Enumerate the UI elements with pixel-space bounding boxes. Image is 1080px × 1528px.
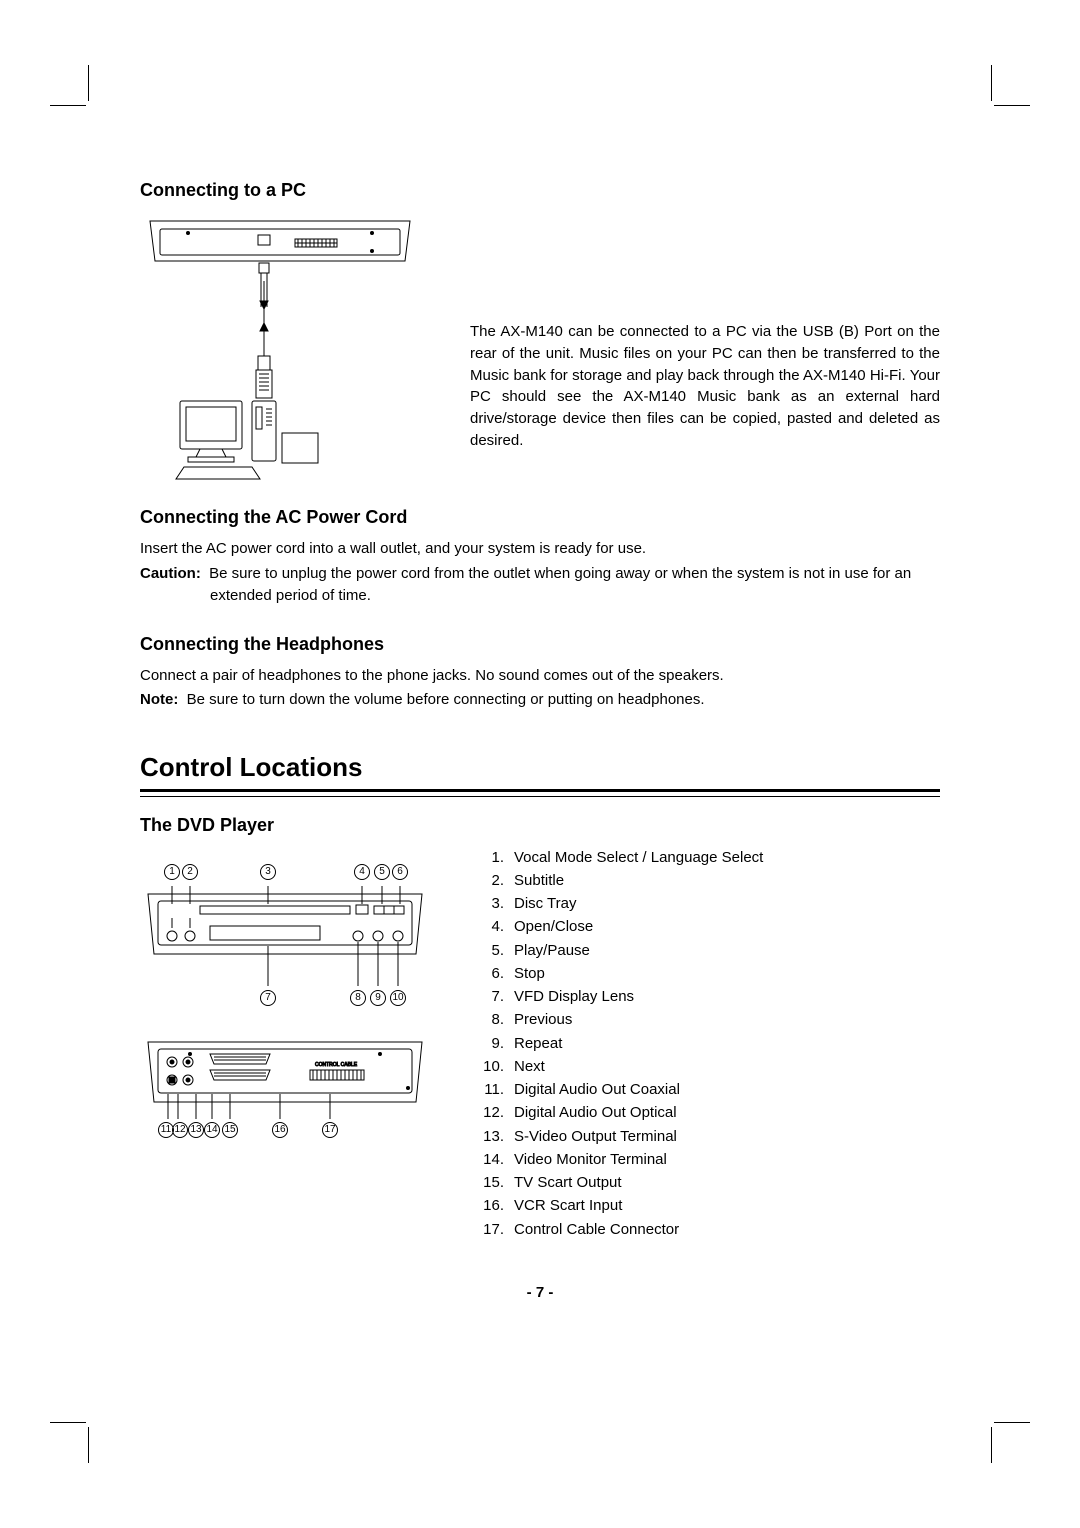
dvd-control-list: 1.Vocal Mode Select / Language Select2.S… [480, 846, 940, 1241]
control-item-text: VFD Display Lens [514, 985, 940, 1008]
control-item-number: 5. [480, 939, 514, 962]
control-item: 3.Disc Tray [480, 892, 940, 915]
control-item-text: Repeat [514, 1032, 940, 1055]
control-item: 11.Digital Audio Out Coaxial [480, 1078, 940, 1101]
control-item: 7.VFD Display Lens [480, 985, 940, 1008]
control-item-number: 2. [480, 869, 514, 892]
control-item-number: 16. [480, 1194, 514, 1217]
control-item-number: 1. [480, 846, 514, 869]
control-item-number: 15. [480, 1171, 514, 1194]
control-item-text: Control Cable Connector [514, 1218, 940, 1241]
control-item-number: 17. [480, 1218, 514, 1241]
control-item: 10.Next [480, 1055, 940, 1078]
page-content: Connecting to a PC [140, 180, 940, 1241]
control-item: 12.Digital Audio Out Optical [480, 1101, 940, 1124]
control-item: 8.Previous [480, 1008, 940, 1031]
control-item-text: Stop [514, 962, 940, 985]
control-item-text: Digital Audio Out Optical [514, 1101, 940, 1124]
control-item-number: 7. [480, 985, 514, 1008]
callout-10: 10 [390, 990, 406, 1006]
heading-headphones: Connecting the Headphones [140, 634, 940, 655]
callout-12: 12 [172, 1122, 188, 1138]
control-item-text: Subtitle [514, 869, 940, 892]
rule-thick [140, 789, 940, 792]
dvd-front-diagram: 1 2 3 4 5 6 7 8 9 10 [140, 846, 430, 1016]
control-item-number: 10. [480, 1055, 514, 1078]
control-item: 14.Video Monitor Terminal [480, 1148, 940, 1171]
control-item: 5.Play/Pause [480, 939, 940, 962]
heading-connecting-pc: Connecting to a PC [140, 180, 940, 201]
page-number: - 7 - [140, 1284, 940, 1301]
control-item-text: Previous [514, 1008, 940, 1031]
control-item-number: 8. [480, 1008, 514, 1031]
note-label: Note: [140, 691, 178, 708]
callout-9: 9 [370, 990, 386, 1006]
control-item: 1.Vocal Mode Select / Language Select [480, 846, 940, 869]
heading-control-locations: Control Locations [140, 752, 940, 783]
caution-text: Be sure to unplug the power cord from th… [209, 565, 911, 605]
heading-ac-power: Connecting the AC Power Cord [140, 507, 940, 528]
control-item-text: Digital Audio Out Coaxial [514, 1078, 940, 1101]
section-connecting-pc: Connecting to a PC [140, 180, 940, 481]
heading-dvd-player: The DVD Player [140, 815, 940, 836]
control-item-text: Disc Tray [514, 892, 940, 915]
control-item-number: 14. [480, 1148, 514, 1171]
control-item: 15.TV Scart Output [480, 1171, 940, 1194]
callout-17: 17 [322, 1122, 338, 1138]
callout-15: 15 [222, 1122, 238, 1138]
control-item-text: Next [514, 1055, 940, 1078]
callout-7: 7 [260, 990, 276, 1006]
control-item: 2.Subtitle [480, 869, 940, 892]
ac-caution: Caution: Be sure to unplug the power cor… [140, 563, 940, 608]
control-item-text: S-Video Output Terminal [514, 1125, 940, 1148]
control-item-text: Play/Pause [514, 939, 940, 962]
hp-note: Note: Be sure to turn down the volume be… [140, 689, 940, 712]
control-item-number: 13. [480, 1125, 514, 1148]
pc-paragraph: The AX-M140 can be connected to a PC via… [470, 211, 940, 481]
note-text: Be sure to turn down the volume before c… [187, 691, 705, 708]
control-item-number: 4. [480, 915, 514, 938]
svg-text:CONTROL CABLE: CONTROL CABLE [315, 1062, 358, 1068]
caution-label: Caution: [140, 565, 201, 582]
control-item-number: 12. [480, 1101, 514, 1124]
callout-6: 6 [392, 864, 408, 880]
control-item: 17.Control Cable Connector [480, 1218, 940, 1241]
callout-13: 13 [188, 1122, 204, 1138]
callout-4: 4 [354, 864, 370, 880]
callout-3: 3 [260, 864, 276, 880]
ac-line1: Insert the AC power cord into a wall out… [140, 538, 940, 561]
control-item-text: Vocal Mode Select / Language Select [514, 846, 940, 869]
control-item-number: 9. [480, 1032, 514, 1055]
control-item-text: TV Scart Output [514, 1171, 940, 1194]
callout-2: 2 [182, 864, 198, 880]
control-item-text: Open/Close [514, 915, 940, 938]
control-item: 16.VCR Scart Input [480, 1194, 940, 1217]
control-item-number: 11. [480, 1078, 514, 1101]
callout-1: 1 [164, 864, 180, 880]
dvd-rear-diagram: CONTROL CABLE 11 12 13 14 1 [140, 1034, 430, 1154]
control-item-text: Video Monitor Terminal [514, 1148, 940, 1171]
hp-line1: Connect a pair of headphones to the phon… [140, 665, 940, 688]
control-item: 6.Stop [480, 962, 940, 985]
pc-connection-diagram [140, 211, 440, 481]
callout-14: 14 [204, 1122, 220, 1138]
rule-thin [140, 796, 940, 797]
control-item-number: 3. [480, 892, 514, 915]
control-item: 13.S-Video Output Terminal [480, 1125, 940, 1148]
control-item: 4.Open/Close [480, 915, 940, 938]
section-headphones: Connecting the Headphones Connect a pair… [140, 634, 940, 712]
control-item-text: VCR Scart Input [514, 1194, 940, 1217]
section-ac-power: Connecting the AC Power Cord Insert the … [140, 507, 940, 608]
control-item-number: 6. [480, 962, 514, 985]
control-item: 9.Repeat [480, 1032, 940, 1055]
callout-16: 16 [272, 1122, 288, 1138]
callout-8: 8 [350, 990, 366, 1006]
callout-5: 5 [374, 864, 390, 880]
